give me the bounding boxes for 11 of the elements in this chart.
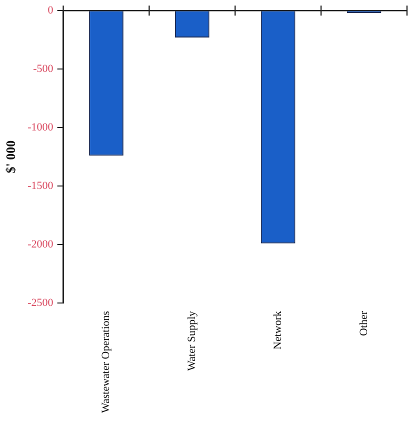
y-tick-label: -2500 — [28, 296, 54, 309]
y-tick-label: 0 — [48, 4, 54, 16]
x-tick-label: Wastewater Operations — [100, 310, 112, 413]
y-tick-label: -1500 — [28, 180, 54, 192]
y-tick-label: -1000 — [28, 121, 54, 134]
x-tick-label: Water Supply — [186, 310, 198, 371]
y-tick-label: -500 — [33, 62, 54, 75]
x-tick-label: Other — [358, 310, 370, 336]
y-tick-label: -2000 — [28, 238, 54, 250]
y-axis-title: $' 000 — [3, 140, 18, 174]
x-tick-label: Network — [272, 310, 284, 350]
